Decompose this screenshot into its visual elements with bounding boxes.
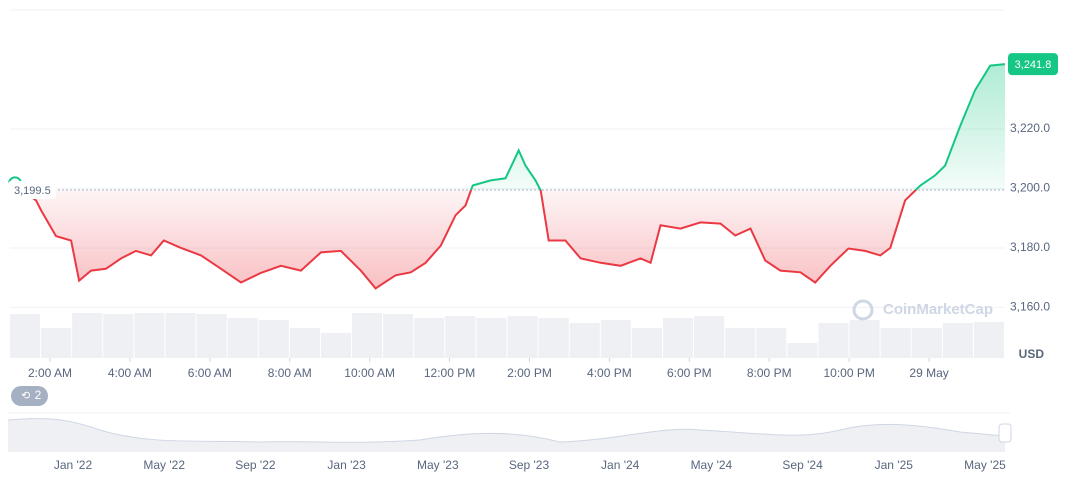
baseline-label-box xyxy=(8,180,56,199)
y-tick-label: 3,160.0 xyxy=(1010,300,1050,314)
volume-bar xyxy=(165,313,196,358)
navigator-label: Jan '24 xyxy=(601,458,640,472)
navigator-label: Sep '22 xyxy=(235,458,276,472)
navigator-line xyxy=(7,418,1006,443)
current-price-label: 3,241.8 xyxy=(1015,59,1052,71)
x-tick-label: 10:00 PM xyxy=(823,366,874,380)
volume-bar xyxy=(662,318,694,358)
badge[interactable] xyxy=(11,386,48,406)
volume-bar xyxy=(414,318,445,358)
watermark-logo xyxy=(852,299,874,321)
volume-bar xyxy=(631,328,662,358)
volume-bar xyxy=(445,316,476,358)
volume-bar xyxy=(507,316,538,358)
y-tick-label: 3,180.0 xyxy=(1010,240,1050,254)
x-tick-label: 29 May xyxy=(909,366,948,380)
x-tick-label: 4:00 AM xyxy=(108,366,152,380)
volume-bar xyxy=(818,323,849,358)
volume-bar xyxy=(911,328,942,358)
volume-bar xyxy=(10,314,41,358)
volume-bar xyxy=(352,313,383,358)
volume-bar xyxy=(196,314,227,358)
volume-bar xyxy=(227,318,258,358)
volume-bar xyxy=(320,333,352,358)
price-line xyxy=(9,63,1006,290)
volume-bar xyxy=(134,313,165,358)
volume-bar xyxy=(476,318,507,358)
navigator-label: Jan '25 xyxy=(875,458,914,472)
y-unit: USD xyxy=(1019,347,1045,361)
y-tick-label: 3,200.0 xyxy=(1010,181,1050,195)
navigator-label: Jan '22 xyxy=(54,458,93,472)
volume-bar xyxy=(756,328,787,358)
badge-text: 2 xyxy=(35,388,42,402)
volume-bar xyxy=(880,328,911,358)
volume-bar xyxy=(103,314,134,358)
navigator-label: Sep '23 xyxy=(509,458,550,472)
volume-bar xyxy=(383,314,414,358)
x-tick-label: 8:00 PM xyxy=(747,366,792,380)
x-tick-label: 6:00 AM xyxy=(188,366,232,380)
volume-bar xyxy=(849,320,880,358)
volume-bar xyxy=(787,343,818,358)
current-price-box xyxy=(1008,53,1058,76)
x-tick-label: 4:00 PM xyxy=(587,366,632,380)
navigator-label: May '23 xyxy=(417,458,459,472)
navigator-label: Sep '24 xyxy=(782,458,823,472)
volume-bar xyxy=(258,320,289,358)
navigator-label: May '25 xyxy=(964,458,1006,472)
y-tick-label: 3,220.0 xyxy=(1010,121,1050,135)
x-tick-label: 2:00 AM xyxy=(28,366,72,380)
x-tick-label: 12:00 PM xyxy=(424,366,475,380)
navigator-handle[interactable] xyxy=(998,423,1012,443)
navigator-area xyxy=(8,418,1005,452)
volume-bar xyxy=(569,323,600,358)
volume-bar xyxy=(973,322,1004,358)
x-tick-label: 2:00 PM xyxy=(507,366,552,380)
x-tick-label: 6:00 PM xyxy=(667,366,712,380)
volume xyxy=(10,313,1004,358)
baseline-label: 3,199.5 xyxy=(14,185,51,197)
volume-bar xyxy=(600,320,631,358)
navigator-label: Jan '23 xyxy=(327,458,366,472)
volume-bar xyxy=(725,328,756,358)
volume-bar xyxy=(289,328,320,358)
volume-bar xyxy=(538,318,569,358)
x-tick-label: 8:00 AM xyxy=(268,366,312,380)
navigator-label: May '22 xyxy=(143,458,185,472)
watermark: CoinMarketCap xyxy=(883,301,993,318)
badge-icon: ⟲ xyxy=(21,390,30,402)
volume-bar xyxy=(41,328,72,358)
volume-bar xyxy=(72,313,103,358)
x-tick-label: 10:00 AM xyxy=(344,366,395,380)
navigator-label: May '24 xyxy=(691,458,733,472)
volume-bar xyxy=(694,316,725,358)
volume-bar xyxy=(942,323,973,358)
